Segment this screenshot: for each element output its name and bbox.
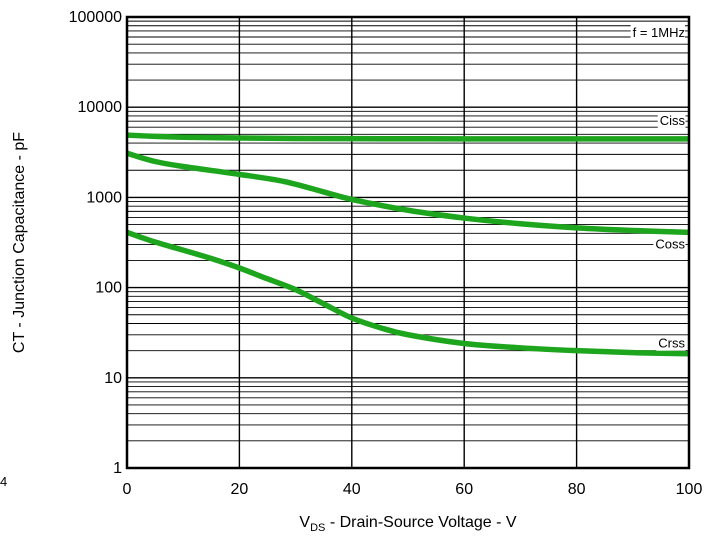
series-label-bg [656,335,686,351]
x-axis-title-main: V [299,514,310,531]
stray-label: 4 [0,474,8,489]
series-labels: Ciss Coss Crss [653,112,686,351]
x-tick-label: 100 [676,481,703,498]
x-tick-label: 80 [568,481,586,498]
x-tick-label: 20 [231,481,249,498]
y-tick-label: 100 [95,280,122,297]
tick-labels: 0 20 40 60 80 100 1 10 100 1000 10000 100000 [69,9,703,498]
series-line-coss [126,150,690,236]
frequency-annotation-text: f = 1MHz [633,25,685,40]
series-label-coss: Coss [655,236,685,251]
series-label-crss: Crss [658,336,685,351]
x-tick-label: 0 [123,481,132,498]
series-label-bg [653,236,686,252]
series-label-ciss: Ciss [660,113,686,128]
series-lines [126,132,690,357]
x-axis-title-subscript: DS [310,522,325,534]
y-tick-label: 1 [113,460,122,477]
series-line-crss [126,229,690,357]
plot-frame [125,15,691,470]
x-axis-title-rest: - Drain-Source Voltage - V [325,514,517,531]
x-tick-label: 40 [343,481,361,498]
y-tick-label: 10000 [78,99,123,116]
x-axis-title: VDS - Drain-Source Voltage - V [299,514,516,534]
x-tick-label: 60 [455,481,473,498]
grid-lines [126,17,690,469]
frequency-annotation: f = 1MHz [630,25,685,40]
y-tick-label: 10 [104,370,122,387]
series-line-ciss [126,132,689,142]
series-label-bg [657,112,686,128]
y-tick-label: 1000 [86,189,122,206]
y-axis-title: CT - Junction Capacitance - pF [11,132,28,353]
y-tick-label: 100000 [69,9,122,26]
